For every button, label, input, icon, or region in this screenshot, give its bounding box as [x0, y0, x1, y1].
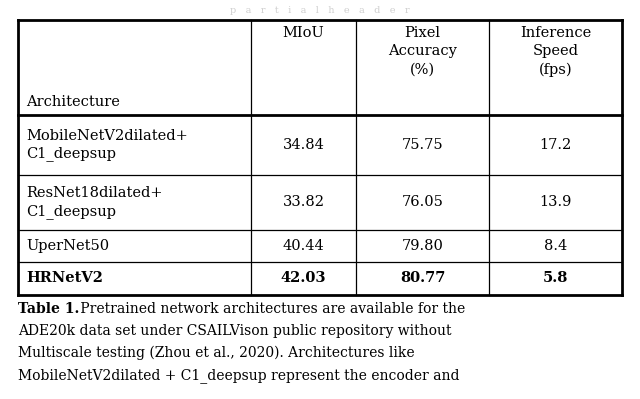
Text: Pixel
Accuracy
(%): Pixel Accuracy (%)	[388, 26, 457, 77]
Text: ADE20k data set under CSAILVison public repository without: ADE20k data set under CSAILVison public …	[18, 324, 451, 338]
Text: 40.44: 40.44	[282, 239, 324, 253]
Text: MobileNetV2dilated + C1_deepsup represent the encoder and: MobileNetV2dilated + C1_deepsup represen…	[18, 368, 460, 383]
Text: 75.75: 75.75	[402, 138, 444, 152]
Text: p   a   r   t   i   a   l   h   e   a   d   e   r: p a r t i a l h e a d e r	[230, 6, 410, 15]
Text: Multiscale testing (Zhou et al., 2020). Architectures like: Multiscale testing (Zhou et al., 2020). …	[18, 346, 415, 360]
Text: MIoU: MIoU	[282, 26, 324, 40]
Text: 34.84: 34.84	[282, 138, 324, 152]
Text: 79.80: 79.80	[402, 239, 444, 253]
Text: 42.03: 42.03	[280, 271, 326, 286]
Text: ResNet18dilated+
C1_deepsup: ResNet18dilated+ C1_deepsup	[26, 186, 163, 219]
Text: HRNetV2: HRNetV2	[26, 271, 103, 286]
Text: Table 1.: Table 1.	[18, 302, 79, 316]
Text: 33.82: 33.82	[282, 196, 324, 209]
Text: 13.9: 13.9	[540, 196, 572, 209]
Text: UperNet50: UperNet50	[26, 239, 109, 253]
Text: 8.4: 8.4	[544, 239, 567, 253]
Text: 17.2: 17.2	[540, 138, 572, 152]
Text: 5.8: 5.8	[543, 271, 568, 286]
Text: Architecture: Architecture	[26, 95, 120, 109]
Text: Pretrained network architectures are available for the: Pretrained network architectures are ava…	[76, 302, 465, 316]
Text: Inference
Speed
(fps): Inference Speed (fps)	[520, 26, 591, 77]
Text: MobileNetV2dilated+
C1_deepsup: MobileNetV2dilated+ C1_deepsup	[26, 129, 188, 161]
Text: 76.05: 76.05	[402, 196, 444, 209]
Text: 80.77: 80.77	[400, 271, 445, 286]
Text: Table 1.: Table 1.	[18, 302, 79, 316]
